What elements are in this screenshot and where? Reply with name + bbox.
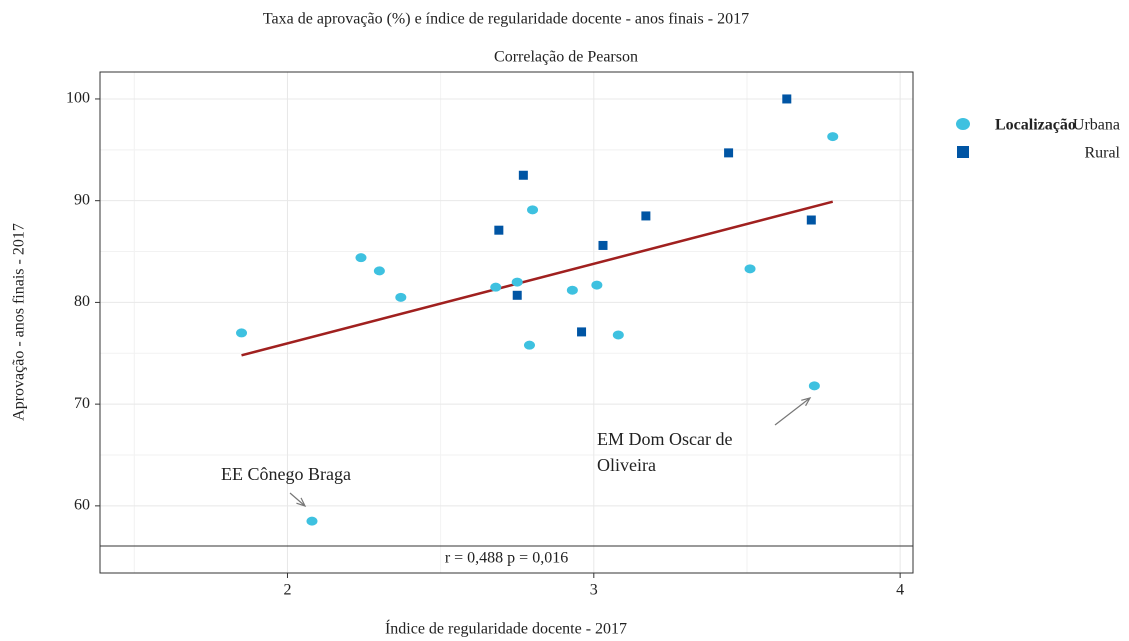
legend-label: Rural (1084, 145, 1120, 162)
point (527, 205, 539, 215)
point (236, 328, 248, 338)
point (511, 277, 523, 287)
y-tick-label: 80 (74, 293, 90, 310)
point (494, 225, 504, 235)
y-axis-title: Aprovação - anos finais - 2017 (11, 223, 28, 421)
point (373, 266, 385, 276)
point (306, 516, 318, 526)
point (355, 253, 367, 263)
chart-subtitle: Correlação de Pearson (494, 49, 638, 66)
x-tick-label: 2 (283, 582, 291, 599)
point (827, 132, 839, 142)
legend-label: Urbana (1073, 117, 1120, 134)
point (566, 285, 578, 295)
point (724, 148, 734, 158)
arrow-head (801, 397, 812, 407)
point (518, 170, 528, 180)
point (806, 215, 816, 225)
annotation: EM Dom Oscar de (597, 429, 732, 449)
y-tick-label: 60 (74, 497, 90, 514)
point (577, 327, 587, 337)
legend-title: Localização (995, 117, 1076, 134)
x-tick-label: 4 (896, 582, 904, 599)
y-tick-label: 70 (74, 395, 90, 412)
point (782, 94, 792, 104)
legend-swatch (956, 118, 970, 130)
annotation: Oliveira (597, 455, 656, 475)
point (512, 290, 522, 300)
x-axis-title: Índice de regularidade docente - 2017 (385, 619, 627, 638)
point (641, 211, 651, 221)
point (395, 292, 407, 302)
plot-frame (99, 71, 914, 574)
y-tick-label: 100 (66, 90, 90, 107)
annotation-arrow (289, 492, 306, 507)
legend-swatch (957, 146, 969, 158)
point (523, 340, 535, 350)
point (591, 280, 603, 290)
trend-line (241, 200, 834, 357)
y-tick-label: 90 (74, 191, 90, 208)
annotation-arrow (774, 397, 811, 426)
annotation: EE Cônego Braga (221, 464, 351, 484)
point (598, 240, 608, 250)
point (808, 381, 820, 391)
caption: r = 0,488 p = 0,016 (445, 550, 568, 567)
arrow-head (296, 497, 307, 508)
point (490, 282, 502, 292)
point (612, 330, 624, 340)
chart-title: Taxa de aprovação (%) e índice de regula… (263, 11, 749, 28)
x-tick-label: 3 (590, 582, 598, 599)
point (744, 264, 756, 274)
